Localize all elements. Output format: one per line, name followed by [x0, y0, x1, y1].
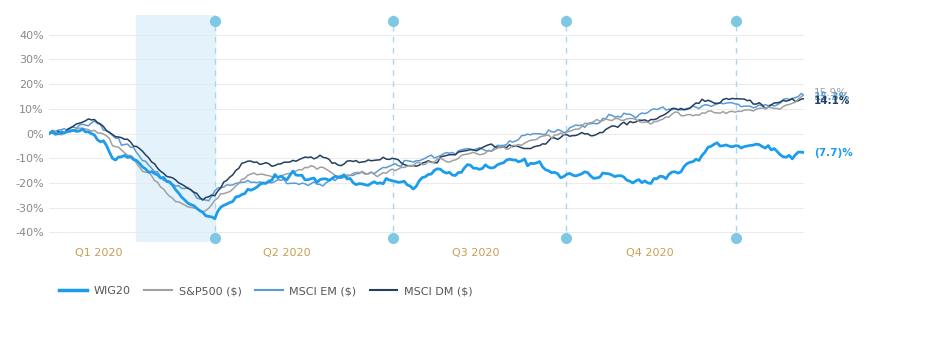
- Text: 15.9%: 15.9%: [814, 88, 847, 98]
- Text: 14.1%: 14.1%: [814, 96, 851, 106]
- Text: 15.3%: 15.3%: [814, 92, 851, 102]
- Legend: WIG20, S&P500 ($), MSCI EM ($), MSCI DM ($): WIG20, S&P500 ($), MSCI EM ($), MSCI DM …: [55, 282, 477, 301]
- Bar: [136, 15, 215, 242]
- Text: (7.7)%: (7.7)%: [814, 148, 852, 158]
